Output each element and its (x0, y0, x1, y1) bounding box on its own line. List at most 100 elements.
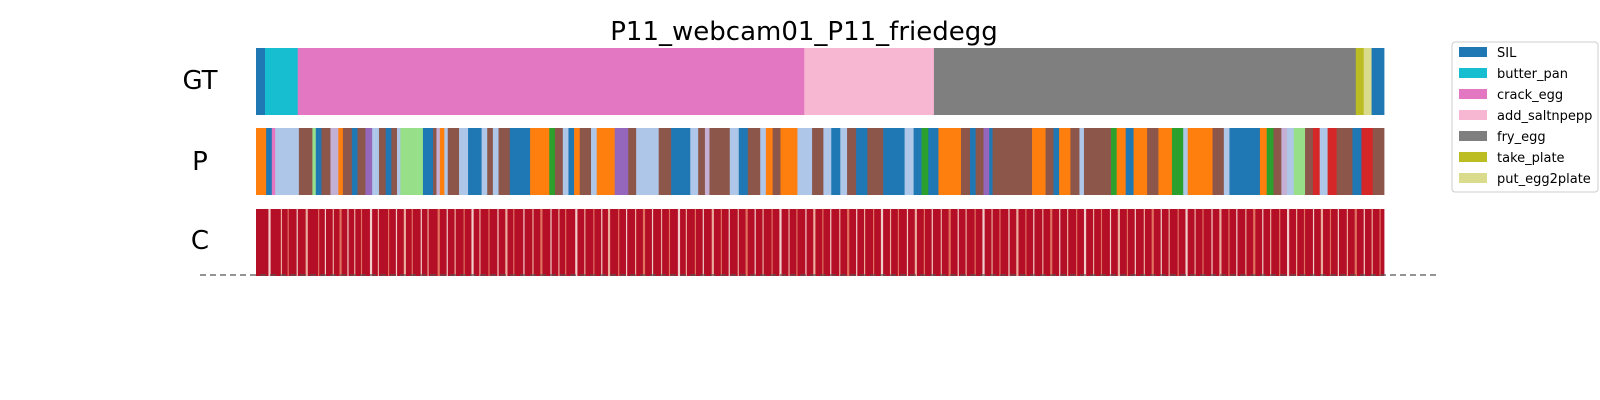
segment-p-46 (671, 128, 691, 195)
confidence-streak-58 (762, 209, 764, 276)
segment-p-98 (1266, 128, 1274, 195)
segment-p-75 (983, 128, 990, 195)
segment-p-4 (298, 128, 313, 195)
confidence-streak-24 (471, 209, 474, 276)
segment-gt-5 (1355, 48, 1365, 115)
segment-p-106 (1327, 128, 1338, 195)
segment-p-102 (1293, 128, 1306, 195)
row-label-p: P (192, 147, 208, 177)
confidence-streak-35 (565, 209, 567, 276)
confidence-streak-110 (1202, 209, 1204, 276)
confidence-streak-90 (1033, 209, 1035, 276)
confidence-streak-25 (479, 209, 481, 276)
confidence-streak-71 (873, 209, 875, 276)
confidence-streak-99 (1109, 209, 1112, 276)
confidence-streak-37 (584, 209, 586, 276)
confidence-streak-10 (354, 209, 356, 276)
confidence-streak-62 (796, 209, 798, 276)
segment-c-0 (256, 209, 1385, 276)
segment-p-1 (266, 128, 273, 195)
confidence-streak-77 (923, 209, 925, 276)
segment-p-91 (1171, 128, 1184, 195)
confidence-streak-114 (1236, 209, 1238, 276)
legend-label-6: put_egg2plate (1497, 172, 1591, 187)
segment-p-0 (256, 128, 267, 195)
segment-p-22 (436, 128, 441, 195)
confidence-streak-32 (540, 209, 543, 276)
segment-p-72 (961, 128, 971, 195)
confidence-streak-98 (1100, 209, 1103, 276)
confidence-streak-89 (1025, 209, 1027, 276)
segment-p-21 (433, 128, 437, 195)
confidence-streak-83 (974, 209, 976, 276)
confidence-streak-73 (889, 209, 892, 276)
confidence-streak-93 (1059, 209, 1061, 276)
confidence-streak-23 (463, 209, 465, 276)
segment-p-69 (921, 128, 929, 195)
segment-p-76 (989, 128, 993, 195)
confidence-streak-18 (420, 209, 422, 276)
segment-p-43 (628, 128, 637, 195)
segment-p-65 (867, 128, 884, 195)
confidence-streak-36 (575, 209, 578, 276)
row-c (256, 209, 1385, 276)
confidence-streak-80 (948, 209, 951, 276)
segment-p-104 (1312, 128, 1321, 195)
segment-rows (256, 48, 1385, 276)
segment-p-66 (883, 128, 905, 195)
segment-p-97 (1259, 128, 1268, 195)
segment-gt-3 (804, 48, 935, 115)
row-p (256, 128, 1385, 195)
segment-p-50 (709, 128, 731, 195)
segment-p-38 (574, 128, 581, 195)
confidence-streak-116 (1253, 209, 1256, 276)
segment-p-86 (1116, 128, 1127, 195)
segment-p-74 (975, 128, 984, 195)
confidence-streak-128 (1354, 209, 1357, 276)
confidence-streak-119 (1279, 209, 1281, 276)
confidence-streak-129 (1363, 209, 1365, 276)
segment-p-39 (579, 128, 592, 195)
confidence-streak-112 (1219, 209, 1222, 276)
confidence-streak-44 (642, 209, 646, 276)
confidence-streak-91 (1042, 209, 1044, 276)
confidence-streak-12 (369, 209, 373, 276)
confidence-streak-126 (1337, 209, 1339, 276)
segment-p-41 (596, 128, 616, 195)
confidence-streak-17 (411, 209, 413, 276)
segment-p-15 (378, 128, 387, 195)
segment-p-87 (1125, 128, 1134, 195)
segment-p-93 (1187, 128, 1213, 195)
legend-swatch-6 (1459, 173, 1487, 183)
confidence-streak-40 (607, 209, 611, 276)
confidence-streak-107 (1177, 209, 1179, 276)
segment-p-53 (747, 128, 761, 195)
segment-p-99 (1273, 128, 1282, 195)
segment-p-2 (271, 128, 276, 195)
confidence-streak-130 (1371, 209, 1373, 276)
confidence-streak-69 (856, 209, 858, 276)
confidence-streak-72 (880, 209, 884, 276)
confidence-streak-27 (497, 209, 499, 276)
segment-p-34 (549, 128, 556, 195)
segment-p-10 (342, 128, 353, 195)
row-labels: GT P C (182, 66, 217, 256)
segment-p-44 (636, 128, 660, 195)
confidence-streak-46 (660, 209, 663, 276)
segment-p-63 (847, 128, 857, 195)
row-gt (256, 48, 1385, 115)
confidence-streak-92 (1050, 209, 1053, 276)
segment-p-58 (797, 128, 813, 195)
confidence-streak-127 (1346, 209, 1348, 276)
segment-p-23 (439, 128, 445, 195)
segment-p-49 (704, 128, 710, 195)
legend-swatch-2 (1459, 89, 1487, 99)
segment-p-108 (1352, 128, 1362, 195)
segment-p-26 (459, 128, 469, 195)
confidence-streak-122 (1303, 209, 1306, 276)
confidence-streak-76 (914, 209, 917, 276)
confidence-streak-95 (1076, 209, 1078, 276)
segment-p-31 (498, 128, 511, 195)
segment-p-89 (1147, 128, 1159, 195)
